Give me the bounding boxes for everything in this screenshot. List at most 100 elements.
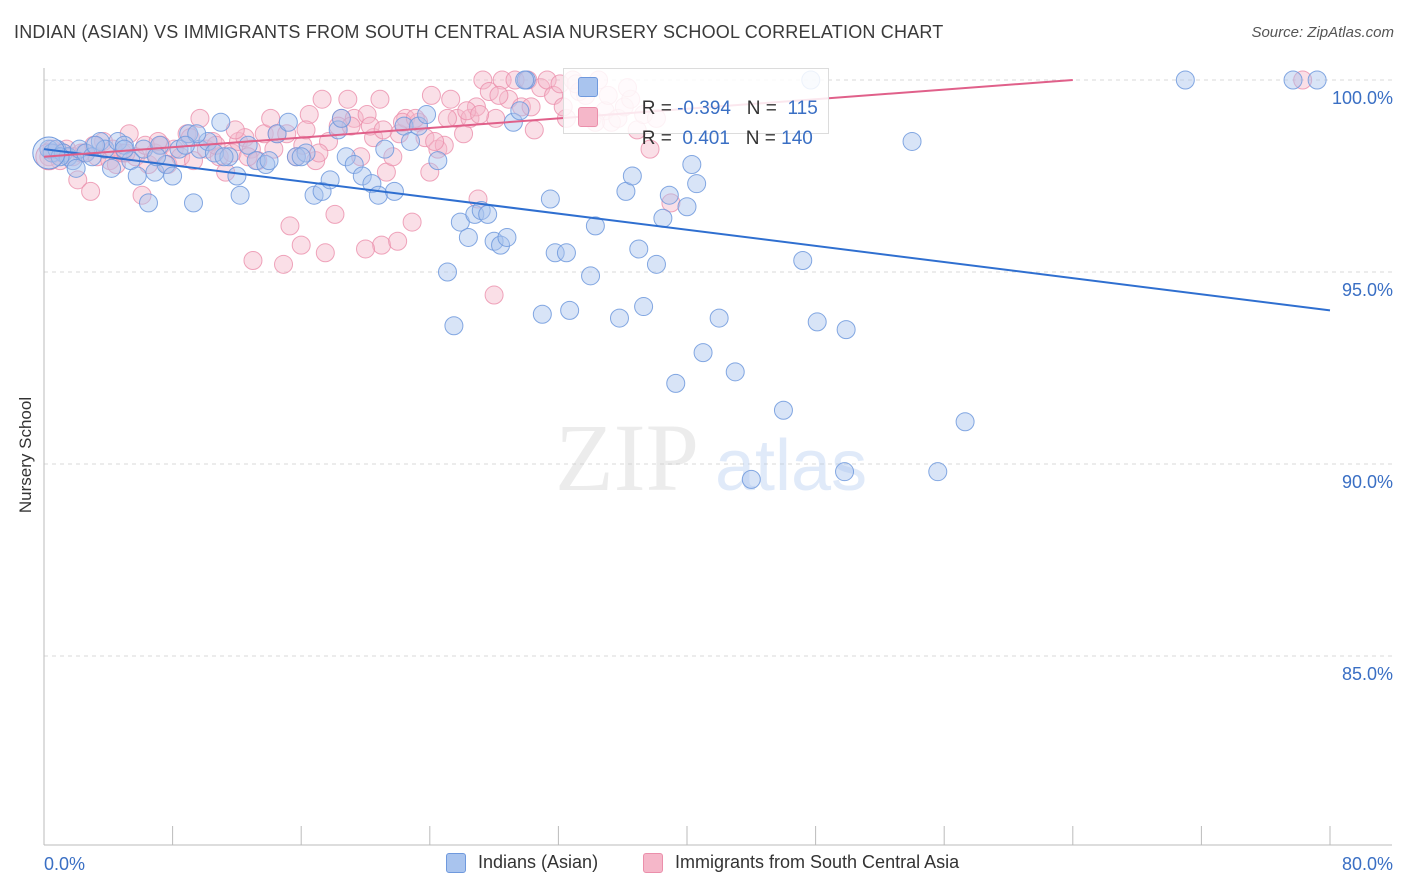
pink-point xyxy=(373,120,393,140)
pink-point xyxy=(460,108,480,128)
blue-point xyxy=(682,154,702,174)
blue-point xyxy=(725,362,745,382)
blue-point xyxy=(807,312,827,332)
blue-point xyxy=(659,185,679,205)
blue-point xyxy=(286,147,306,167)
blue-n-value: 115 xyxy=(787,98,818,119)
pink-n-value: 140 xyxy=(781,128,813,149)
pink-point xyxy=(521,97,541,117)
blue-point xyxy=(362,174,382,194)
pink-r-label: R = xyxy=(641,128,672,149)
x-tick-label-min: 0.0% xyxy=(44,854,85,874)
blue-point xyxy=(437,262,457,282)
source-label: Source: ZipAtlas.com xyxy=(1251,24,1394,41)
blue-point xyxy=(256,154,276,174)
blue-point xyxy=(709,308,729,328)
blue-point xyxy=(955,412,975,432)
pink-point xyxy=(280,216,300,236)
blue-point xyxy=(198,131,218,151)
pink-point xyxy=(315,243,335,263)
blue-point xyxy=(458,227,478,247)
blue-point xyxy=(214,147,234,167)
legend-pink-swatch xyxy=(643,852,663,873)
blue-trend-line xyxy=(43,148,1331,312)
pink-point xyxy=(81,181,101,201)
blue-point xyxy=(163,166,183,186)
pink-point xyxy=(524,120,544,140)
blue-point xyxy=(540,189,560,209)
pink-point xyxy=(119,124,139,144)
pink-point xyxy=(437,108,457,128)
blue-point xyxy=(836,320,856,340)
blue-point xyxy=(138,193,158,213)
pink-r-value: 0.401 xyxy=(682,128,730,149)
blue-point xyxy=(581,266,601,286)
pink-point xyxy=(243,250,263,270)
blue-point xyxy=(677,197,697,217)
pink-point xyxy=(420,162,440,182)
blue-point xyxy=(375,139,395,159)
blue-point xyxy=(227,166,247,186)
pink-point xyxy=(421,85,441,105)
pink-point xyxy=(360,116,380,136)
pink-point xyxy=(405,108,425,128)
blue-point xyxy=(331,108,351,128)
legend: Indians (Asian) Immigrants from South Ce… xyxy=(0,850,1406,878)
blue-r-value: -0.394 xyxy=(677,98,731,119)
blue-point xyxy=(902,131,922,151)
blue-point xyxy=(515,70,535,90)
blue-point xyxy=(793,250,813,270)
pink-point xyxy=(312,89,332,109)
blue-point xyxy=(291,147,311,167)
blue-point xyxy=(532,304,552,324)
x-tick-labels: 0.0% 80.0% xyxy=(44,854,1393,874)
legend-blue-label: Indians (Asian) xyxy=(478,852,599,872)
blue-point xyxy=(409,116,429,136)
legend-item-blue[interactable]: Indians (Asian) xyxy=(446,852,598,873)
stats-blue-text: R = -0.394 N = 115 xyxy=(610,76,818,142)
pink-point xyxy=(466,97,486,117)
y-tick-labels: 100.0% 95.0% 90.0% 85.0% xyxy=(1332,88,1393,684)
blue-point xyxy=(187,124,207,144)
legend-item-pink[interactable]: Immigrants from South Central Asia xyxy=(643,852,959,873)
blue-point xyxy=(368,185,388,205)
watermark-atlas: atlas xyxy=(715,426,867,506)
series-blue-points xyxy=(32,70,1327,489)
blue-point xyxy=(666,373,686,393)
blue-point xyxy=(560,300,580,320)
pink-point xyxy=(164,139,184,159)
blue-point xyxy=(85,135,105,155)
blue-point xyxy=(687,174,707,194)
pink-point xyxy=(484,285,504,305)
blue-point xyxy=(183,193,203,213)
blue-point xyxy=(114,139,134,159)
pink-point xyxy=(356,239,375,259)
pink-swatch xyxy=(578,107,598,127)
blue-point xyxy=(510,101,530,121)
pink-point xyxy=(473,70,493,90)
watermark-zip: ZIP xyxy=(555,404,699,511)
blue-point xyxy=(66,158,86,178)
blue-point xyxy=(491,235,511,255)
pink-point xyxy=(1293,70,1313,90)
blue-point xyxy=(629,239,649,259)
blue-point xyxy=(102,158,122,178)
pink-point xyxy=(274,254,294,274)
stats-pink-text: R = 0.401 N = 140 xyxy=(610,106,813,172)
blue-swatch xyxy=(578,77,598,97)
blue-point xyxy=(773,400,793,420)
pink-point xyxy=(402,212,422,232)
pink-point xyxy=(338,89,358,109)
legend-blue-swatch xyxy=(446,852,466,873)
blue-point xyxy=(278,112,298,132)
blue-point xyxy=(497,227,517,247)
blue-point xyxy=(150,135,170,155)
blue-point xyxy=(556,243,576,263)
pink-point xyxy=(190,108,210,128)
pink-point xyxy=(479,82,499,102)
trend-lines xyxy=(43,79,1331,312)
axes xyxy=(43,68,1392,846)
blue-point xyxy=(741,469,761,489)
blue-point xyxy=(417,105,437,125)
pink-point xyxy=(241,139,261,159)
